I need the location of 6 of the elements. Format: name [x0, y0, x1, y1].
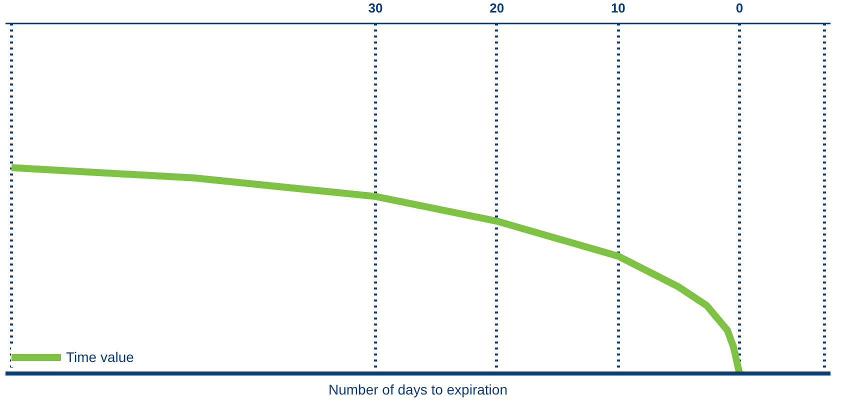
x-tick-label: 20 [490, 0, 504, 16]
x-axis-title: Number of days to expiration [328, 382, 508, 398]
x-tick-label: 30 [368, 0, 383, 16]
x-tick-label: 0 [736, 0, 744, 16]
legend-label: Time value [66, 349, 134, 365]
x-tick-label: 10 [610, 0, 626, 16]
